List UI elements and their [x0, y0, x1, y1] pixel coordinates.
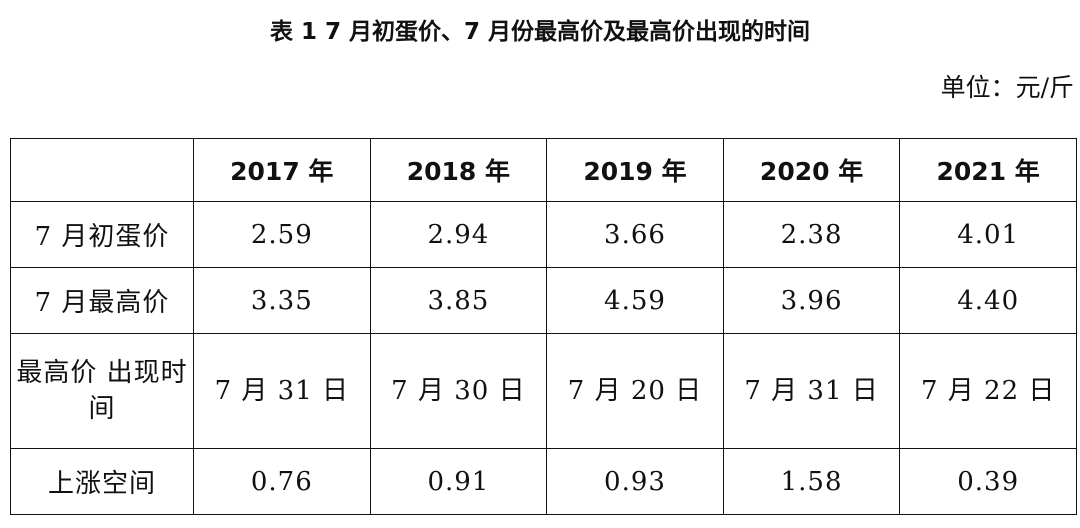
table-cell: 3.35	[193, 267, 371, 334]
price-table: 2017 年 2018 年 2019 年 2020 年 2021 年 7 月初蛋…	[10, 138, 1077, 515]
table-cell: 3.85	[369, 267, 548, 334]
table-cell: 4.59	[546, 267, 724, 334]
table-row: 7 月最高价 3.35 3.85 4.59 3.96 4.40	[10, 267, 1077, 334]
table-cell: 2.59	[193, 201, 371, 268]
table-cell: 0.91	[369, 448, 548, 515]
table-cell: 7 月 22 日	[899, 333, 1077, 449]
table-cell: 7 月 20 日	[546, 333, 724, 449]
table-cell: 4.40	[899, 267, 1077, 334]
column-header: 2020 年	[722, 138, 901, 202]
table-cell: 3.96	[722, 267, 901, 334]
table-title: 表 1 7 月初蛋价、7 月份最高价及最高价出现的时间	[269, 19, 811, 45]
table-row: 最高价 出现时间 7 月 31 日 7 月 30 日 7 月 20 日 7 月 …	[10, 333, 1077, 449]
table-cell: 0.76	[193, 448, 371, 515]
table-cell: 7 月 31 日	[722, 333, 901, 449]
table-row: 7 月初蛋价 2.59 2.94 3.66 2.38 4.01	[10, 201, 1077, 268]
row-label: 最高价 出现时间	[10, 333, 194, 449]
table-cell: 7 月 31 日	[193, 333, 371, 449]
column-header: 2017 年	[193, 138, 371, 202]
table-cell: 2.94	[369, 201, 548, 268]
table-cell: 2.38	[722, 201, 901, 268]
table-cell: 7 月 30 日	[369, 333, 548, 449]
column-header: 2019 年	[546, 138, 724, 202]
unit-label: 单位：元/斤	[940, 73, 1074, 102]
table-cell: 0.39	[899, 448, 1077, 515]
corner-cell	[10, 138, 194, 202]
table-row: 上涨空间 0.76 0.91 0.93 1.58 0.39	[10, 448, 1077, 515]
row-label: 7 月最高价	[10, 267, 194, 334]
table-cell: 3.66	[546, 201, 724, 268]
column-header: 2021 年	[899, 138, 1077, 202]
column-header: 2018 年	[369, 138, 548, 202]
row-label: 7 月初蛋价	[10, 201, 194, 268]
table-cell: 4.01	[899, 201, 1077, 268]
table-cell: 0.93	[546, 448, 724, 515]
header-row: 2017 年 2018 年 2019 年 2020 年 2021 年	[10, 138, 1077, 202]
table-cell: 1.58	[722, 448, 901, 515]
row-label: 上涨空间	[10, 448, 194, 515]
